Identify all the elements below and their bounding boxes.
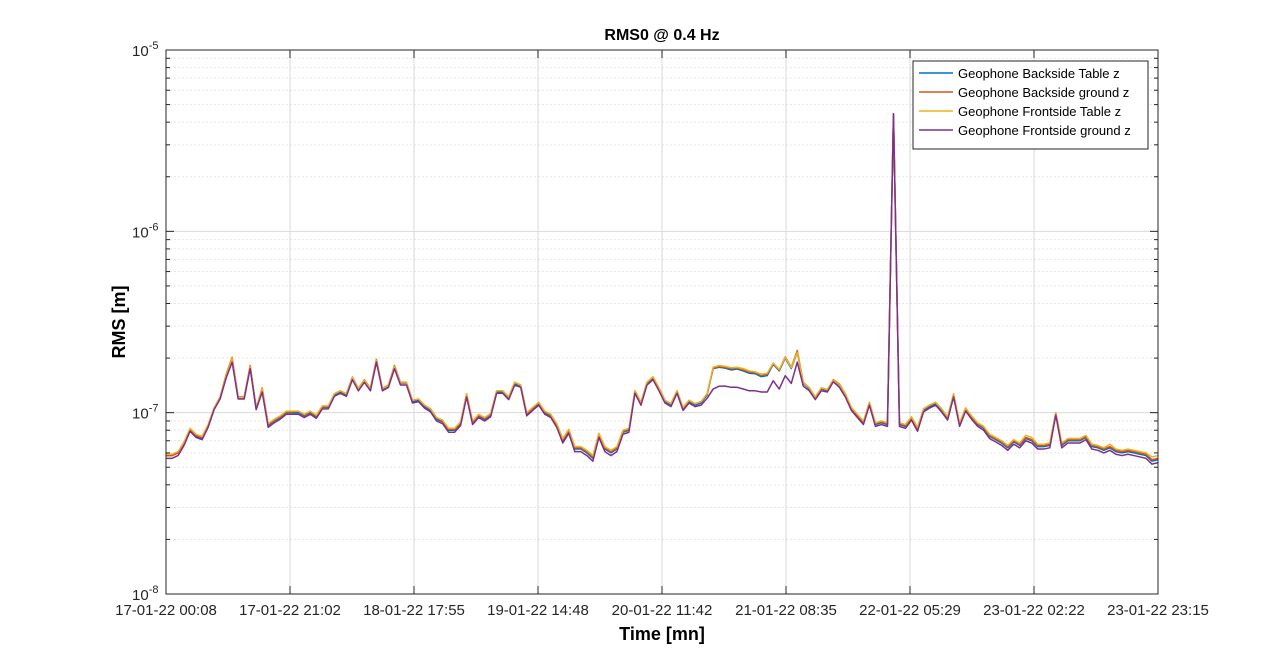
y-axis-label: RMS [m]	[109, 286, 129, 359]
y-tick-label: 10-7	[132, 403, 158, 423]
series-line-3	[166, 113, 1159, 465]
x-tick-label: 17-01-22 00:08	[115, 602, 217, 619]
x-tick-label: 22-01-22 05:29	[859, 602, 961, 619]
x-axis-label: Time [mn]	[619, 624, 705, 644]
chart-title: RMS0 @ 0.4 Hz	[604, 27, 719, 44]
legend-box	[912, 60, 1149, 150]
y-tick-label: 10-6	[132, 221, 158, 241]
series-lines	[166, 113, 1159, 465]
legend-label: Geophone Backside ground z	[958, 85, 1129, 100]
y-tick-label: 10-8	[132, 584, 158, 604]
y-tick-label: 10-5	[132, 40, 158, 60]
x-tick-label: 19-01-22 14:48	[487, 602, 589, 619]
x-tick-label: 23-01-22 23:15	[1107, 602, 1209, 619]
x-tick-label: 23-01-22 02:22	[983, 602, 1085, 619]
legend: Geophone Backside Table z Geophone Backsi…	[912, 60, 1149, 150]
legend-label: Geophone Frontside ground z	[958, 123, 1131, 138]
legend-label: Geophone Backside Table z	[958, 66, 1120, 81]
x-tick-label: 20-01-22 11:42	[612, 602, 713, 619]
x-tick-label: 18-01-22 17:55	[363, 602, 465, 619]
x-tick-label: 17-01-22 21:02	[239, 602, 341, 619]
series-line-2	[166, 113, 1159, 458]
x-tick-label: 21-01-22 08:35	[735, 602, 837, 619]
legend-label: Geophone Frontside Table z	[958, 104, 1121, 119]
axis-ticks: 10-8 10-7 10-6 10-5 17-01-22 00:08 17-01-22 2…	[115, 40, 1209, 619]
